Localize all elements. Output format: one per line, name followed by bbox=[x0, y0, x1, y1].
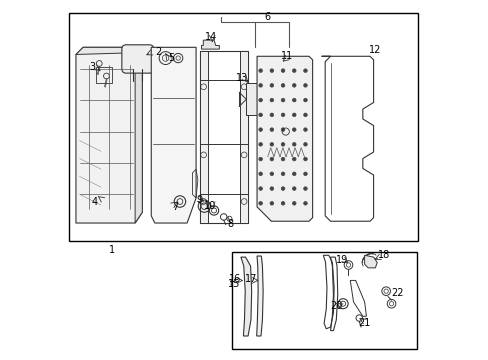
Bar bbox=[246, 83, 258, 116]
Circle shape bbox=[269, 143, 273, 146]
Circle shape bbox=[281, 69, 285, 72]
FancyBboxPatch shape bbox=[122, 45, 153, 73]
Text: 21: 21 bbox=[358, 318, 370, 328]
Text: 4: 4 bbox=[91, 197, 98, 207]
Bar bbox=[231, 252, 416, 348]
Circle shape bbox=[269, 157, 273, 161]
Circle shape bbox=[292, 128, 295, 131]
Circle shape bbox=[292, 187, 295, 190]
Text: 6: 6 bbox=[264, 12, 270, 22]
Circle shape bbox=[258, 69, 262, 72]
Text: 13: 13 bbox=[236, 73, 248, 83]
Polygon shape bbox=[151, 47, 196, 223]
Circle shape bbox=[269, 128, 273, 131]
Circle shape bbox=[281, 128, 285, 131]
Text: 12: 12 bbox=[368, 45, 381, 55]
Text: 20: 20 bbox=[330, 301, 342, 311]
Circle shape bbox=[303, 113, 306, 117]
Circle shape bbox=[303, 98, 306, 102]
Text: 7: 7 bbox=[172, 202, 179, 212]
Circle shape bbox=[303, 157, 306, 161]
Circle shape bbox=[269, 84, 273, 87]
Bar bbox=[69, 13, 418, 241]
Circle shape bbox=[269, 187, 273, 190]
Text: 15: 15 bbox=[228, 279, 240, 289]
Circle shape bbox=[303, 69, 306, 72]
Text: 5: 5 bbox=[167, 53, 174, 63]
Circle shape bbox=[269, 202, 273, 205]
Text: 17: 17 bbox=[244, 274, 257, 284]
Circle shape bbox=[303, 202, 306, 205]
Circle shape bbox=[258, 98, 262, 102]
Circle shape bbox=[281, 98, 285, 102]
Circle shape bbox=[258, 202, 262, 205]
Polygon shape bbox=[256, 256, 263, 336]
Circle shape bbox=[281, 84, 285, 87]
Text: 2: 2 bbox=[155, 46, 161, 57]
Circle shape bbox=[292, 113, 295, 117]
Text: 11: 11 bbox=[280, 51, 292, 61]
Circle shape bbox=[292, 202, 295, 205]
Circle shape bbox=[303, 143, 306, 146]
Circle shape bbox=[258, 172, 262, 176]
Text: 10: 10 bbox=[203, 201, 216, 211]
Text: 16: 16 bbox=[229, 274, 241, 284]
Circle shape bbox=[292, 84, 295, 87]
Circle shape bbox=[258, 113, 262, 117]
Text: 3: 3 bbox=[89, 62, 95, 72]
Circle shape bbox=[258, 187, 262, 190]
Text: 19: 19 bbox=[335, 255, 347, 265]
Text: 1: 1 bbox=[108, 245, 115, 255]
Circle shape bbox=[269, 113, 273, 117]
Circle shape bbox=[303, 187, 306, 190]
Circle shape bbox=[281, 113, 285, 117]
Circle shape bbox=[269, 98, 273, 102]
Circle shape bbox=[292, 157, 295, 161]
Bar bbox=[199, 51, 207, 223]
Polygon shape bbox=[135, 47, 142, 223]
Text: 18: 18 bbox=[377, 250, 390, 260]
Bar bbox=[199, 51, 247, 223]
Circle shape bbox=[303, 172, 306, 176]
Circle shape bbox=[292, 172, 295, 176]
Circle shape bbox=[258, 157, 262, 161]
Circle shape bbox=[303, 128, 306, 131]
Circle shape bbox=[269, 172, 273, 176]
Polygon shape bbox=[364, 255, 376, 268]
Text: 14: 14 bbox=[204, 32, 217, 41]
Bar bbox=[240, 51, 247, 223]
Circle shape bbox=[258, 143, 262, 146]
Circle shape bbox=[281, 143, 285, 146]
Polygon shape bbox=[257, 56, 312, 221]
Circle shape bbox=[303, 84, 306, 87]
Circle shape bbox=[281, 172, 285, 176]
Circle shape bbox=[281, 157, 285, 161]
Circle shape bbox=[292, 98, 295, 102]
Circle shape bbox=[281, 202, 285, 205]
Polygon shape bbox=[241, 257, 251, 336]
Circle shape bbox=[281, 187, 285, 190]
Circle shape bbox=[258, 84, 262, 87]
Polygon shape bbox=[76, 47, 142, 223]
Polygon shape bbox=[201, 40, 219, 49]
Circle shape bbox=[292, 143, 295, 146]
Circle shape bbox=[269, 69, 273, 72]
Bar bbox=[96, 67, 112, 83]
Polygon shape bbox=[76, 47, 142, 54]
Text: 22: 22 bbox=[390, 288, 403, 298]
Text: 9: 9 bbox=[196, 195, 203, 206]
Text: 8: 8 bbox=[227, 219, 233, 229]
Circle shape bbox=[292, 69, 295, 72]
Circle shape bbox=[258, 128, 262, 131]
